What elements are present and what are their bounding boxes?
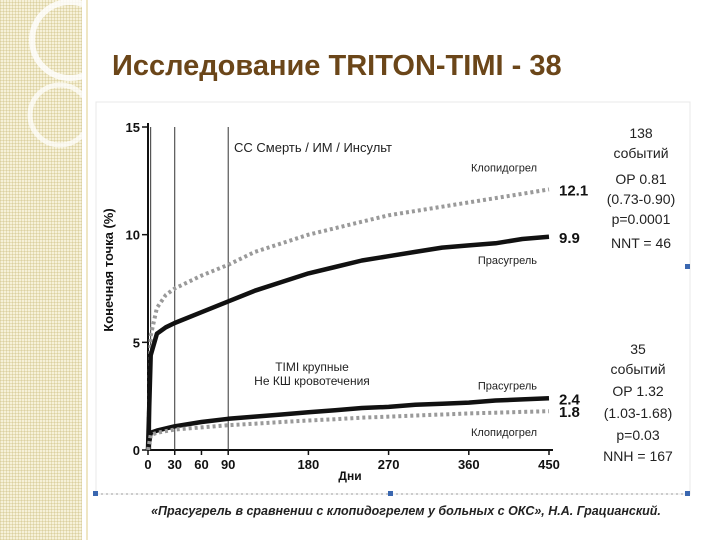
y-tick-label: 15: [126, 120, 140, 135]
x-tick-label: 30: [167, 457, 181, 472]
slide-caption: «Прасугрель в сравнении с клопидогрелем …: [151, 504, 661, 518]
decorative-separator-line: [86, 0, 88, 540]
series-end-label: 2.4: [559, 391, 581, 408]
stats-bottom-line: ОР 1.32: [612, 383, 664, 399]
stats-top-line: ОР 0.81: [615, 171, 667, 187]
series-end-label: 12.1: [559, 182, 588, 199]
series-line: [146, 187, 550, 451]
series-lines: [145, 187, 550, 451]
stats-top-line: 138: [629, 125, 653, 141]
x-tick-label: 0: [144, 457, 151, 472]
series-line: [145, 234, 550, 451]
frame-handle-rc: [685, 264, 690, 269]
stats-top-line: p=0.0001: [612, 211, 671, 227]
x-tick-label: 60: [194, 457, 208, 472]
chart-frame: [93, 101, 691, 496]
stats-top-line: (0.73-0.90): [607, 191, 675, 207]
x-tick-label: 90: [221, 457, 235, 472]
series-name-label: Клопидогрел: [471, 427, 537, 439]
reference-lines: [150, 127, 229, 450]
series-name-label: Прасугрель: [478, 380, 537, 392]
x-tick-label: 270: [378, 457, 400, 472]
x-tick-label: 450: [538, 457, 560, 472]
x-tick-label: 360: [458, 457, 480, 472]
series-end-label: 1.8: [559, 404, 580, 421]
decorative-separator: [82, 0, 86, 540]
annotation-top-group: СС Смерть / ИМ / Инсульт: [234, 140, 392, 155]
y-tick-label: 10: [126, 228, 140, 243]
series-line: [145, 396, 550, 451]
y-axis-label: Конечная точка (%): [101, 208, 116, 331]
frame-handle-bl: [93, 491, 98, 496]
stats-bottom-line: (1.03-1.68): [604, 405, 672, 421]
stats-bottom-line: p=0.03: [616, 427, 659, 443]
stats-top-line: событий: [613, 145, 668, 161]
annotation-bottom-line2: Не КШ кровотечения: [254, 374, 370, 388]
stats-top-line: NNT = 46: [611, 235, 671, 251]
frame-handle-bc: [388, 491, 393, 496]
km-chart: 0 5 10 15 0 30 60 90 180 270 360 450 12.1 9.9 2.41.8 К…: [93, 101, 691, 496]
stats-bottom-line: 35: [630, 341, 646, 357]
series-end-label: 9.9: [559, 230, 580, 247]
stats-top-block: 138 событий ОР 0.81 (0.73-0.90) p=0.0001…: [607, 125, 675, 251]
series-line: [146, 409, 550, 451]
annotation-bottom-line1: TIMI крупные: [275, 360, 349, 374]
x-axis-label: Дни: [338, 469, 361, 483]
series-name-label: Прасугрель: [478, 255, 537, 267]
x-tick-label: 180: [298, 457, 320, 472]
stats-bottom-block: 35 событий ОР 1.32 (1.03-1.68) p=0.03 NN…: [603, 341, 673, 464]
frame-handle-br: [685, 491, 690, 496]
y-tick-label: 5: [133, 335, 140, 350]
stats-bottom-line: NNH = 167: [603, 448, 673, 464]
y-tick-label: 0: [133, 443, 140, 458]
series-name-label: Клопидогрел: [471, 162, 537, 174]
decorative-side-pattern: [0, 0, 111, 540]
series-labels: 12.1 9.9 2.41.8 Клопидогрел Прасугрель Прасуг…: [471, 162, 588, 439]
slide-title: Исследование TRITON-TIMI - 38: [112, 50, 562, 82]
stats-bottom-line: событий: [610, 361, 665, 377]
